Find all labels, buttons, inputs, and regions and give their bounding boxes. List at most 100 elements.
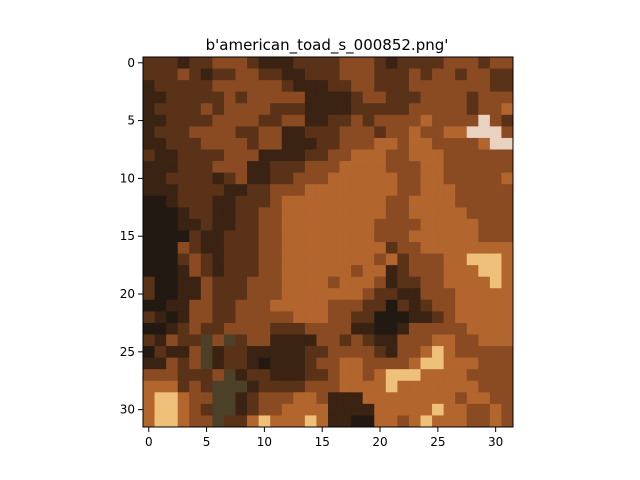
image-pixel — [385, 126, 398, 139]
image-pixel — [374, 322, 387, 335]
image-pixel — [362, 253, 375, 266]
image-pixel — [443, 346, 456, 359]
image-pixel — [420, 380, 433, 393]
image-pixel — [177, 172, 190, 185]
image-pixel — [420, 91, 433, 104]
image-pixel — [397, 299, 410, 312]
image-pixel — [351, 299, 364, 312]
image-pixel — [478, 380, 491, 393]
image-pixel — [304, 172, 317, 185]
image-pixel — [212, 230, 225, 243]
image-pixel — [304, 149, 317, 162]
image-pixel — [374, 172, 387, 185]
image-pixel — [432, 346, 445, 359]
image-pixel — [270, 57, 283, 69]
image-pixel — [189, 403, 202, 416]
image-pixel — [362, 57, 375, 69]
image-pixel — [351, 80, 364, 93]
image-pixel — [385, 346, 398, 359]
image-pixel — [200, 172, 213, 185]
image-pixel — [351, 276, 364, 289]
image-pixel — [432, 288, 445, 301]
image-pixel — [351, 392, 364, 405]
image-pixel — [293, 126, 306, 139]
image-pixel — [223, 253, 236, 266]
image-pixel — [212, 334, 225, 347]
image-pixel — [258, 311, 271, 324]
image-pixel — [432, 80, 445, 93]
image-pixel — [212, 322, 225, 335]
image-pixel — [351, 253, 364, 266]
image-pixel — [501, 149, 514, 162]
image-pixel — [432, 253, 445, 266]
image-pixel — [223, 91, 236, 104]
image-pixel — [328, 380, 340, 393]
image-pixel — [212, 253, 225, 266]
image-pixel — [397, 334, 410, 347]
image-pixel — [258, 403, 271, 416]
image-pixel — [339, 299, 352, 312]
image-pixel — [385, 334, 398, 347]
image-pixel — [328, 322, 340, 335]
image-pixel — [270, 137, 283, 150]
image-pixel — [177, 103, 190, 116]
image-pixel — [270, 161, 283, 174]
image-pixel — [281, 114, 294, 127]
image-pixel — [258, 91, 271, 104]
image-pixel — [351, 103, 364, 116]
image-pixel — [397, 207, 410, 220]
image-pixel — [420, 403, 433, 416]
image-pixel — [385, 403, 398, 416]
image-pixel — [304, 114, 317, 127]
image-pixel — [316, 218, 329, 231]
image-pixel — [258, 276, 271, 289]
image-pixel — [281, 172, 294, 185]
image-pixel — [304, 161, 317, 174]
image-pixel — [432, 357, 445, 370]
image-pixel — [154, 161, 167, 174]
image-pixel — [166, 57, 179, 69]
image-pixel — [443, 392, 456, 405]
image-pixel — [143, 346, 155, 359]
image-pixel — [501, 322, 514, 335]
image-pixel — [443, 230, 456, 243]
image-pixel — [177, 161, 190, 174]
image-pixel — [304, 91, 317, 104]
image-pixel — [328, 137, 340, 150]
image-pixel — [177, 126, 190, 139]
image-pixel — [489, 149, 502, 162]
image-pixel — [374, 369, 387, 382]
image-pixel — [200, 218, 213, 231]
image-pixel — [200, 103, 213, 116]
image-pixel — [385, 288, 398, 301]
image-pixel — [143, 276, 155, 289]
image-pixel — [247, 392, 260, 405]
image-pixel — [189, 68, 202, 81]
image-pixel — [385, 299, 398, 312]
image-pixel — [362, 91, 375, 104]
image-pixel — [212, 265, 225, 278]
image-pixel — [339, 230, 352, 243]
image-pixel — [362, 380, 375, 393]
image-pixel — [362, 369, 375, 382]
image-pixel — [154, 114, 167, 127]
image-pixel — [501, 392, 514, 405]
image-pixel — [166, 195, 179, 208]
image-pixel — [466, 242, 479, 254]
image-pixel — [247, 184, 260, 197]
image-pixel — [293, 415, 306, 428]
image-pixel — [281, 253, 294, 266]
image-pixel — [489, 68, 502, 81]
image-pixel — [281, 103, 294, 116]
image-pixel — [432, 265, 445, 278]
image-pixel — [466, 346, 479, 359]
image-pixel — [281, 126, 294, 139]
image-pixel — [235, 311, 248, 324]
image-pixel — [212, 80, 225, 93]
image-pixel — [408, 161, 421, 174]
image-pixel — [397, 149, 410, 162]
image-pixel — [385, 357, 398, 370]
image-pixel — [304, 403, 317, 416]
image-pixel — [443, 57, 456, 69]
image-pixel — [397, 137, 410, 150]
